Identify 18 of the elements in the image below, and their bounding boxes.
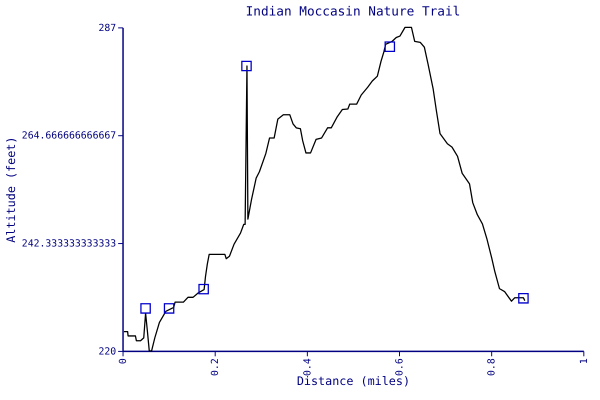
point: [241, 60, 252, 72]
x-tick-label: 0.8: [486, 358, 498, 376]
x-tick-label: 0: [118, 358, 129, 364]
point: [140, 303, 151, 314]
y-tick-label: 242.333333333333: [22, 238, 116, 250]
x-tick-label: 0.6: [394, 358, 406, 376]
y-tick-label: 287: [98, 22, 116, 34]
point: [518, 292, 529, 304]
x-tick-label: 0.2: [210, 358, 222, 376]
x-tick-label: 1: [578, 358, 590, 364]
y-axis-title: Altitude (feet): [4, 136, 18, 243]
chart-title: Indian Moccasin Nature Trail: [246, 4, 460, 20]
point: [198, 284, 209, 294]
point: [164, 303, 174, 314]
y-tick-label: 220: [98, 346, 116, 358]
x-tick-label: 0.4: [302, 358, 314, 376]
y-tick-label: 264.666666666667: [22, 130, 116, 142]
point: [384, 41, 396, 52]
